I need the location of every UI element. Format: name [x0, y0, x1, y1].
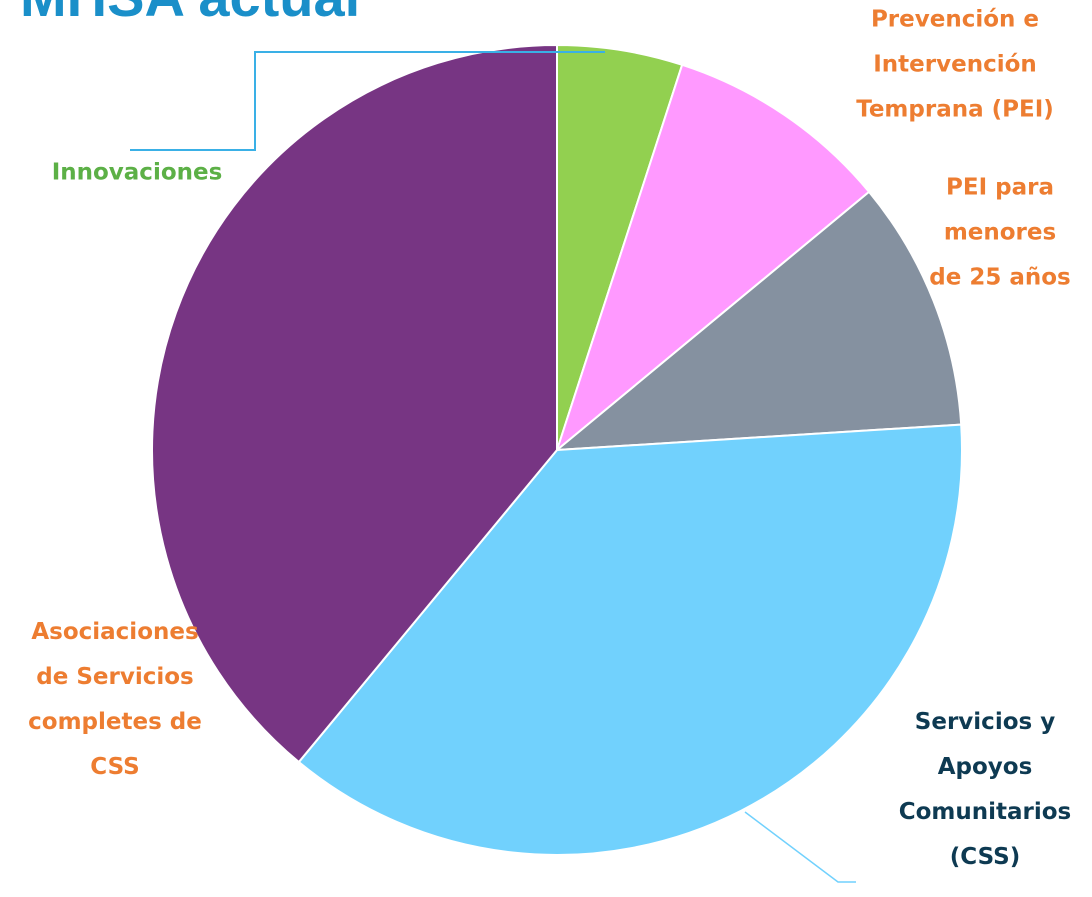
- slice-label: PEI para menores de 25 años: [929, 174, 1071, 291]
- leader-line: [130, 51, 605, 151]
- slice-label: Servicios y Apoyos Comunitarios (CSS): [898, 709, 1072, 870]
- slice-label: Prevención e Intervención Temprana (PEI): [856, 6, 1054, 123]
- pie-slice: [151, 43, 558, 764]
- pie-slice: [553, 190, 963, 452]
- slice-label: Innovaciones: [51, 159, 223, 186]
- chart-title: MHSA actual: [20, 0, 360, 29]
- leader-line: [744, 811, 856, 883]
- pie-slice: [297, 423, 963, 856]
- slice-label: Asociaciones de Servicios completes de C…: [28, 619, 202, 780]
- pie-slice: [554, 63, 871, 453]
